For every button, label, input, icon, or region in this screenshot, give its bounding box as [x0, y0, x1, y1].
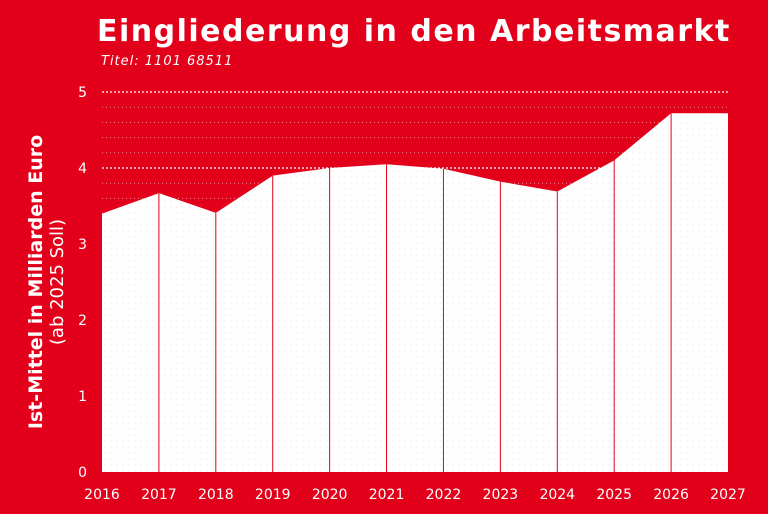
chart-subtitle: Titel: 1101 68511 [101, 54, 234, 69]
x-tick-label: 2017 [141, 487, 177, 503]
y-tick-label: 4 [78, 161, 87, 177]
y-tick-label: 3 [78, 237, 87, 253]
x-tick-label: 2027 [710, 487, 746, 503]
x-tick-label: 2024 [539, 487, 575, 503]
x-tick-label: 2018 [198, 487, 234, 503]
area-series [102, 113, 728, 472]
x-tick-label: 2022 [426, 487, 462, 503]
x-tick-label: 2026 [653, 487, 689, 503]
y-tick-label: 0 [78, 465, 87, 481]
y-tick-label: 5 [78, 85, 87, 101]
x-tick-label: 2020 [312, 487, 348, 503]
x-tick-label: 2019 [255, 487, 291, 503]
y-tick-label: 2 [78, 313, 87, 329]
x-tick-label: 2025 [596, 487, 632, 503]
chart-title: Eingliederung in den Arbeitsmarkt [97, 14, 731, 49]
y-tick-label: 1 [78, 389, 87, 405]
x-tick-label: 2023 [483, 487, 519, 503]
x-tick-label: 2021 [369, 487, 405, 503]
x-tick-label: 2016 [84, 487, 120, 503]
